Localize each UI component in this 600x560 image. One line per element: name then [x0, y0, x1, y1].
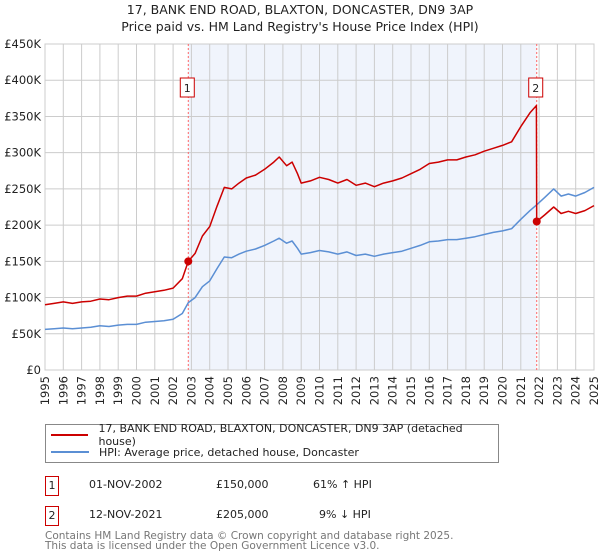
x-tick-label: 2020 — [496, 376, 510, 405]
x-tick-label: 2001 — [148, 376, 162, 405]
x-tick-label: 2022 — [532, 376, 546, 405]
y-tick-label: £450K — [4, 37, 41, 51]
x-tick-label: 2017 — [441, 376, 455, 405]
footer: Contains HM Land Registry data © Crown c… — [45, 530, 454, 552]
x-tick-label: 2005 — [221, 376, 235, 405]
footer-copyright: Contains HM Land Registry data © Crown c… — [45, 530, 454, 542]
sale-label-box: 2 — [528, 77, 544, 98]
y-tick-label: £0 — [26, 363, 41, 377]
x-tick-label: 2019 — [477, 376, 491, 405]
sale-point — [532, 217, 541, 226]
x-tick-label: 2003 — [184, 376, 198, 405]
sale-label-text: 2 — [532, 82, 539, 95]
x-tick-label: 2021 — [514, 376, 528, 405]
chart-subtitle: Price paid vs. HM Land Registry's House … — [121, 19, 479, 34]
chart-title: 17, BANK END ROAD, BLAXTON, DONCASTER, D… — [126, 2, 474, 17]
x-tick-label: 2014 — [386, 376, 400, 405]
y-tick-label: £350K — [4, 109, 41, 123]
sale-point — [184, 257, 193, 266]
sale-price: £205,000 — [216, 508, 269, 521]
x-tick-label: 2015 — [404, 376, 418, 405]
sale-marker-box: 2 — [45, 506, 59, 526]
x-tick-label: 1998 — [93, 376, 107, 405]
x-tick-label: 2006 — [239, 376, 253, 405]
x-tick-label: 2018 — [459, 376, 473, 405]
sale-hpi-diff: 9% ↓ HPI — [319, 508, 371, 521]
y-tick-label: £150K — [4, 254, 41, 268]
x-tick-label: 1999 — [111, 376, 125, 405]
x-tick-label: 2023 — [550, 376, 564, 405]
sale-label-frame — [528, 77, 544, 98]
sale-label-box: 1 — [179, 77, 195, 98]
sale-date: 01-NOV-2002 — [89, 478, 163, 491]
x-tick-label: 2016 — [422, 376, 436, 405]
x-tick-label: 2009 — [294, 376, 308, 405]
x-tick-label: 1997 — [75, 376, 89, 405]
x-tick-label: 2013 — [367, 376, 381, 405]
x-tick-label: 2004 — [203, 376, 217, 405]
x-tick-label: 2007 — [258, 376, 272, 405]
legend-label: HPI: Average price, detached house, Donc… — [99, 445, 359, 459]
x-tick-label: 2025 — [587, 376, 600, 405]
x-tick-label: 2008 — [276, 376, 290, 405]
sale-price: £150,000 — [216, 478, 269, 491]
x-tick-label: 1995 — [38, 376, 52, 405]
hpi-series-line — [44, 186, 595, 331]
chart-plot: £0 £50K £100K £150K £200K £250K £300K £350K £400… — [4, 37, 600, 405]
x-tick-label: 1996 — [56, 376, 70, 405]
plot-border — [44, 43, 595, 371]
x-tick-label: 2010 — [313, 376, 327, 405]
sale-marker-box: 1 — [45, 476, 59, 496]
sale-label-text: 1 — [184, 82, 191, 95]
y-tick-label: £100K — [4, 291, 41, 305]
x-tick-label: 2002 — [166, 376, 180, 405]
sale-date: 12-NOV-2021 — [89, 508, 163, 521]
footer-licence: This data is licensed under the Open Gov… — [45, 540, 380, 552]
y-tick-label: £250K — [4, 182, 41, 196]
y-tick-label: £50K — [12, 327, 42, 341]
x-tick-label: 2012 — [349, 376, 363, 405]
y-tick-label: £300K — [4, 146, 41, 160]
legend-item-hpi: HPI: Average price, detached house, Donc… — [51, 444, 359, 460]
legend-swatch-blue — [51, 451, 89, 453]
legend-label: 17, BANK END ROAD, BLAXTON, DONCASTER, D… — [98, 422, 463, 448]
legend-item-property: 17, BANK END ROAD, BLAXTON, DONCASTER, D… — [51, 422, 498, 448]
x-tick-label: 2011 — [331, 376, 345, 405]
y-tick-label: £200K — [4, 218, 41, 232]
sale-label-frame — [179, 77, 195, 98]
sale-hpi-diff: 61% ↑ HPI — [313, 478, 372, 491]
legend: 17, BANK END ROAD, BLAXTON, DONCASTER, D… — [45, 422, 499, 463]
y-tick-label: £400K — [4, 73, 41, 87]
legend-swatch-red — [51, 434, 89, 436]
x-tick-label: 2024 — [569, 376, 583, 405]
x-tick-label: 2000 — [130, 376, 144, 405]
property-series-line — [44, 104, 595, 306]
